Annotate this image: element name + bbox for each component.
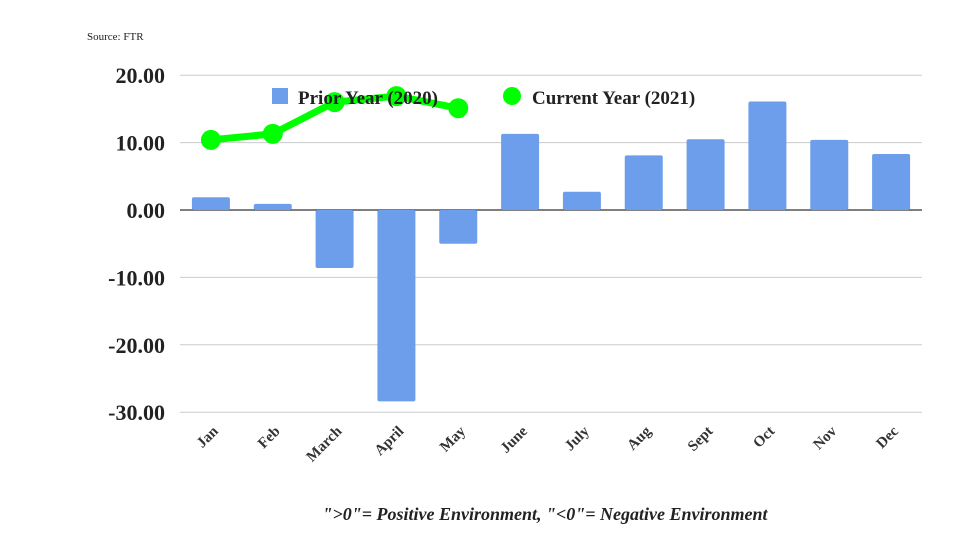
y-tick-label: 0.00	[127, 198, 166, 223]
x-tick-label: Feb	[255, 424, 283, 452]
point-current-year	[324, 92, 345, 113]
point-current-year	[448, 98, 469, 119]
bar-feb	[253, 203, 292, 210]
bar-june	[501, 133, 540, 210]
legend-label-prior-year: Prior Year (2020)	[298, 88, 438, 109]
bar-jan	[191, 197, 230, 210]
x-tick-label: Oct	[750, 424, 778, 452]
x-tick-label: April	[372, 424, 407, 459]
source-label: Source: FTR	[87, 31, 144, 43]
x-tick-label: Dec	[874, 423, 903, 452]
y-tick-label: -20.00	[108, 333, 165, 358]
x-tick-label: July	[562, 423, 593, 454]
bar-april	[377, 210, 416, 402]
point-current-year	[262, 123, 283, 144]
x-tick-label: June	[498, 423, 531, 456]
y-tick-label: -30.00	[108, 400, 165, 425]
bar-dec	[872, 154, 911, 210]
legend-swatch-current-year	[503, 87, 521, 105]
y-tick-label: 20.00	[116, 63, 166, 88]
bar-oct	[748, 101, 787, 210]
x-tick-label: Sept	[685, 424, 716, 455]
bar-nov	[810, 139, 849, 210]
x-tick-label: Jan	[194, 423, 222, 451]
legend: Prior Year (2020) Current Year (2021)	[272, 87, 695, 109]
y-tick-label: -10.00	[108, 265, 165, 290]
x-tick-label: Aug	[624, 423, 655, 454]
point-current-year	[200, 129, 221, 150]
footnote: ">0"= Positive Environment, "<0"= Negati…	[323, 504, 769, 524]
point-current-year	[386, 86, 407, 107]
legend-swatch-prior-year	[272, 88, 288, 104]
y-tick-label: 10.00	[116, 131, 166, 156]
bar-july	[562, 191, 601, 210]
bar-sept	[686, 139, 725, 210]
x-tick-label: May	[437, 423, 469, 455]
bar-may	[439, 210, 478, 244]
legend-label-current-year: Current Year (2021)	[532, 88, 695, 109]
bar-march	[315, 210, 354, 268]
x-tick-label: Nov	[810, 423, 840, 453]
x-tick-label: March	[304, 423, 346, 465]
bar-aug	[624, 155, 663, 210]
